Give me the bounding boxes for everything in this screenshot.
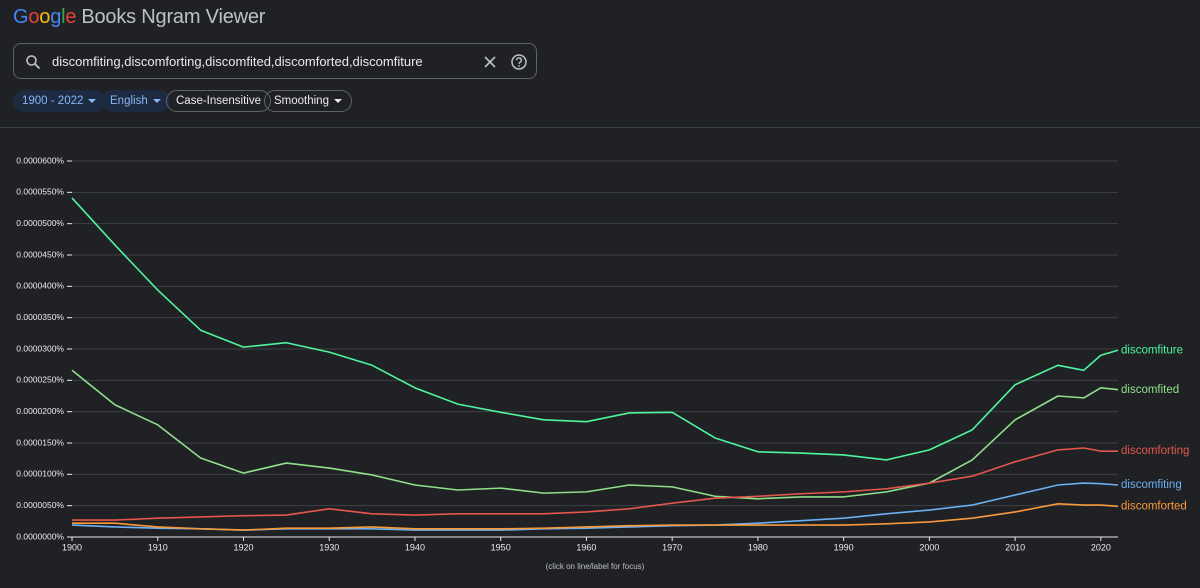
series-line — [72, 447, 1118, 521]
y-tick-label: 0.0000000% — [16, 531, 64, 541]
x-tick-label: 2000 — [919, 542, 939, 552]
x-tick-label: 1950 — [491, 542, 511, 552]
case-chip[interactable]: Case-Insensitive — [166, 90, 272, 112]
y-tick-label: 0.0000250% — [16, 375, 64, 385]
series-line — [71, 369, 1119, 500]
chip-label: Smoothing — [274, 95, 329, 107]
chart-note: (click on line/label for focus) — [546, 562, 645, 571]
y-tick-label: 0.0000200% — [16, 406, 64, 416]
chip-label: Case-Insensitive — [176, 95, 262, 107]
y-tick-label: 0.0000450% — [16, 249, 64, 259]
series-line — [72, 502, 1119, 531]
search-box[interactable]: discomfiting,discomforting,discomfited,d… — [13, 43, 537, 79]
chip-label: English — [110, 95, 148, 107]
product-name: Books Ngram Viewer — [81, 6, 266, 28]
y-tick-label: 0.0000550% — [16, 187, 64, 197]
x-tick-label: 1910 — [148, 542, 168, 552]
x-tick-label: 1900 — [62, 542, 82, 552]
x-tick-label: 2020 — [1091, 542, 1111, 552]
language-chip[interactable]: English — [101, 90, 170, 112]
search-icon — [26, 55, 41, 70]
x-tick-label: 1920 — [233, 542, 253, 552]
x-tick-label: 1990 — [834, 542, 854, 552]
y-tick-label: 0.0000300% — [16, 343, 64, 353]
x-tick-label: 1940 — [405, 542, 425, 552]
logo[interactable]: Google Books Ngram Viewer — [13, 6, 265, 29]
clear-button[interactable] — [483, 55, 497, 69]
x-tick-label: 1970 — [662, 542, 682, 552]
x-tick-label: 1980 — [748, 542, 768, 552]
logo-word: Google — [13, 6, 77, 28]
series-label: discomfited — [1121, 384, 1179, 396]
divider — [0, 127, 1200, 128]
search-query[interactable]: discomfiting,discomforting,discomfited,d… — [52, 54, 423, 69]
y-tick-label: 0.0000350% — [16, 312, 64, 322]
y-tick-label: 0.0000100% — [16, 469, 64, 479]
chip-label: 1900 - 2022 — [22, 95, 84, 107]
series-label: discomfiture — [1121, 344, 1183, 356]
y-tick-label: 0.0000050% — [16, 500, 64, 510]
series-label: discomfiting — [1121, 479, 1182, 491]
help-button[interactable] — [510, 53, 528, 71]
y-tick-label: 0.0000500% — [16, 218, 64, 228]
y-tick-label: 0.0000150% — [16, 437, 64, 447]
x-tick-label: 1930 — [319, 542, 339, 552]
y-tick-label: 0.0000400% — [16, 281, 64, 291]
series-label: discomforting — [1121, 445, 1189, 457]
year-range-chip[interactable]: 1900 - 2022 — [13, 90, 106, 112]
y-tick-label: 0.0000600% — [16, 155, 64, 165]
series-line — [71, 197, 1119, 461]
x-tick-label: 2010 — [1005, 542, 1025, 552]
series-label: discomforted — [1121, 500, 1187, 512]
x-tick-label: 1960 — [576, 542, 596, 552]
smoothing-chip[interactable]: Smoothing — [264, 90, 352, 112]
